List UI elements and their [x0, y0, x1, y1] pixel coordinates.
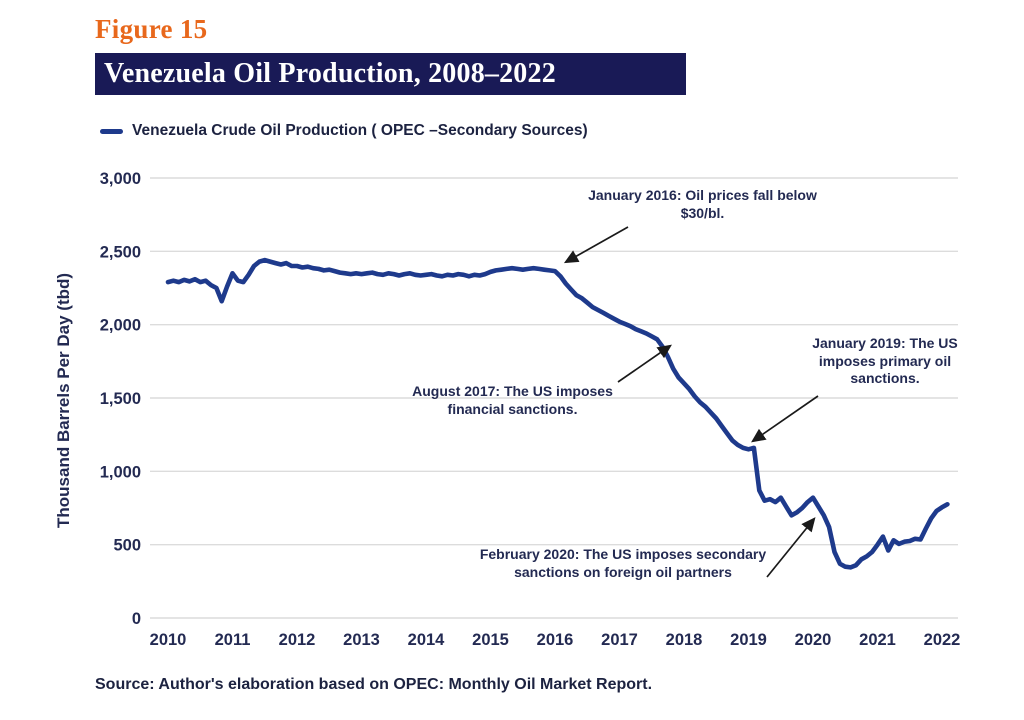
x-tick-label: 2016 [537, 631, 574, 649]
annotation-arrow-feb-2020 [766, 517, 816, 578]
y-tick-label: 2,000 [100, 317, 141, 335]
annotation-feb-2020: February 2020: The US imposes secondary … [479, 546, 767, 580]
x-tick-label: 2014 [408, 631, 446, 649]
figure-label: Figure 15 [95, 14, 208, 44]
x-tick-label: 2015 [472, 631, 509, 649]
annotation-jan-2016: January 2016: Oil prices fall below $30/… [588, 187, 817, 221]
annotation-arrow-jan-2016 [563, 226, 629, 264]
annotation-jan-2019: January 2019: The US imposes primary oil… [812, 335, 958, 387]
x-tick-label: 2019 [730, 631, 767, 649]
y-tick-label: 2,500 [100, 243, 141, 261]
x-tick-label: 2022 [924, 631, 961, 649]
legend-line-marker-icon [100, 128, 123, 134]
x-tick-label: 2013 [343, 631, 380, 649]
x-tick-label: 2018 [666, 631, 703, 649]
source-note: Source: Author's elaboration based on OP… [95, 676, 653, 693]
y-tick-label: 3,000 [100, 170, 141, 188]
annotation-aug-2017: August 2017: The US imposes financial sa… [412, 383, 613, 417]
production-line [165, 257, 950, 570]
y-tick-label: 1,000 [100, 463, 141, 481]
legend: Venezuela Crude Oil Production ( OPEC –S… [100, 120, 588, 142]
y-tick-label: 1,500 [100, 390, 141, 408]
title-banner: Venezuela Oil Production, 2008–2022 [95, 53, 686, 95]
x-tick-label: 2020 [795, 631, 832, 649]
y-axis-tick-labels: 0 500 1,000 1,500 2,000 2,500 3,000 [100, 170, 141, 628]
series-line [165, 257, 950, 570]
annotation-arrow-jan-2019 [751, 395, 819, 443]
x-tick-label: 2012 [279, 631, 316, 649]
annotation-arrow-aug-2017 [617, 344, 672, 383]
x-tick-label: 2021 [859, 631, 896, 649]
x-tick-label: 2017 [601, 631, 638, 649]
y-tick-label: 0 [132, 610, 141, 628]
chart-title: Venezuela Oil Production, 2008–2022 [104, 58, 556, 89]
gridlines [150, 177, 958, 619]
y-tick-label: 500 [113, 537, 141, 555]
x-tick-label: 2010 [150, 631, 187, 649]
legend-series-label: Venezuela Crude Oil Production ( OPEC –S… [132, 122, 588, 139]
x-tick-label: 2011 [215, 631, 251, 649]
x-axis-tick-labels: 2010 2011 2012 2013 2014 2015 2016 2017 2018 2019… [150, 631, 961, 649]
annotation-arrows [563, 226, 819, 578]
